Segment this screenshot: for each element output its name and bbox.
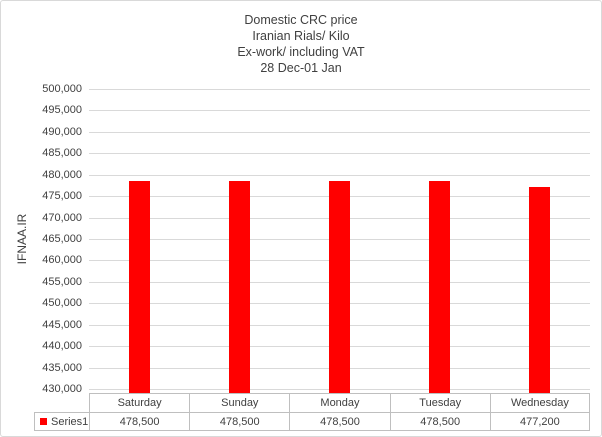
table-value-cell: 478,500 <box>289 412 390 431</box>
y-tick-label: 500,000 <box>42 83 82 95</box>
table-value-cell: 478,500 <box>89 412 190 431</box>
y-tick-label: 445,000 <box>42 318 82 331</box>
y-tick-label: 455,000 <box>42 275 82 288</box>
gridline <box>89 131 590 133</box>
chart-title-line-4: 28 Dec-01 Jan <box>260 61 342 75</box>
y-tick-label: 430,000 <box>42 383 82 395</box>
bar-tuesday <box>429 181 451 393</box>
gridline <box>89 174 590 176</box>
table-value-cell: 478,500 <box>189 412 290 431</box>
chart-title-line-1: Domestic CRC price <box>244 13 358 27</box>
bar-wednesday <box>529 186 551 393</box>
legend-cell: Series1 <box>34 412 89 431</box>
y-tick-label: 460,000 <box>42 254 82 267</box>
bar-sunday <box>228 181 250 393</box>
bar-monday <box>329 181 350 393</box>
data-table: Saturday 478,500 Sunday 478,500 Monday 478,50… <box>34 393 591 431</box>
chart-title-line-3: Ex-work/ including VAT <box>237 45 365 59</box>
y-tick-label: 465,000 <box>42 233 82 245</box>
table-header-cell: Monday <box>289 393 390 412</box>
y-axis: 500,000 495,000 490,000 485,000 480,000 475,0… <box>1 83 82 395</box>
table-header-cell: Wednesday <box>489 393 590 412</box>
gridline <box>89 89 590 90</box>
legend-marker <box>40 417 47 425</box>
y-tick-label: 490,000 <box>42 125 82 138</box>
plot-area <box>89 89 590 393</box>
y-tick-label: 475,000 <box>42 190 82 203</box>
y-tick-label: 470,000 <box>42 211 82 224</box>
y-tick-label: 485,000 <box>42 147 82 160</box>
legend-label: Series1 <box>51 416 89 428</box>
y-tick-label: 495,000 <box>42 104 82 117</box>
chart-title: Domestic CRC price Iranian Rials/ Kilo E… <box>1 12 601 76</box>
table-header-cell: Tuesday <box>389 393 490 412</box>
table-header-cell: Saturday <box>89 393 190 412</box>
table-value-cell: 478,500 <box>389 412 490 431</box>
y-tick-label: 450,000 <box>42 297 82 310</box>
y-tick-label: 435,000 <box>42 361 82 374</box>
chart-title-line-2: Iranian Rials/ Kilo <box>252 29 350 43</box>
gridline <box>89 153 590 155</box>
y-tick-label: 440,000 <box>42 340 82 353</box>
bar-saturday <box>128 181 150 393</box>
table-header-cell: Sunday <box>189 393 290 412</box>
table-value-cell: 477,200 <box>489 412 590 431</box>
y-tick-label: 480,000 <box>42 168 82 181</box>
gridline <box>89 110 590 112</box>
